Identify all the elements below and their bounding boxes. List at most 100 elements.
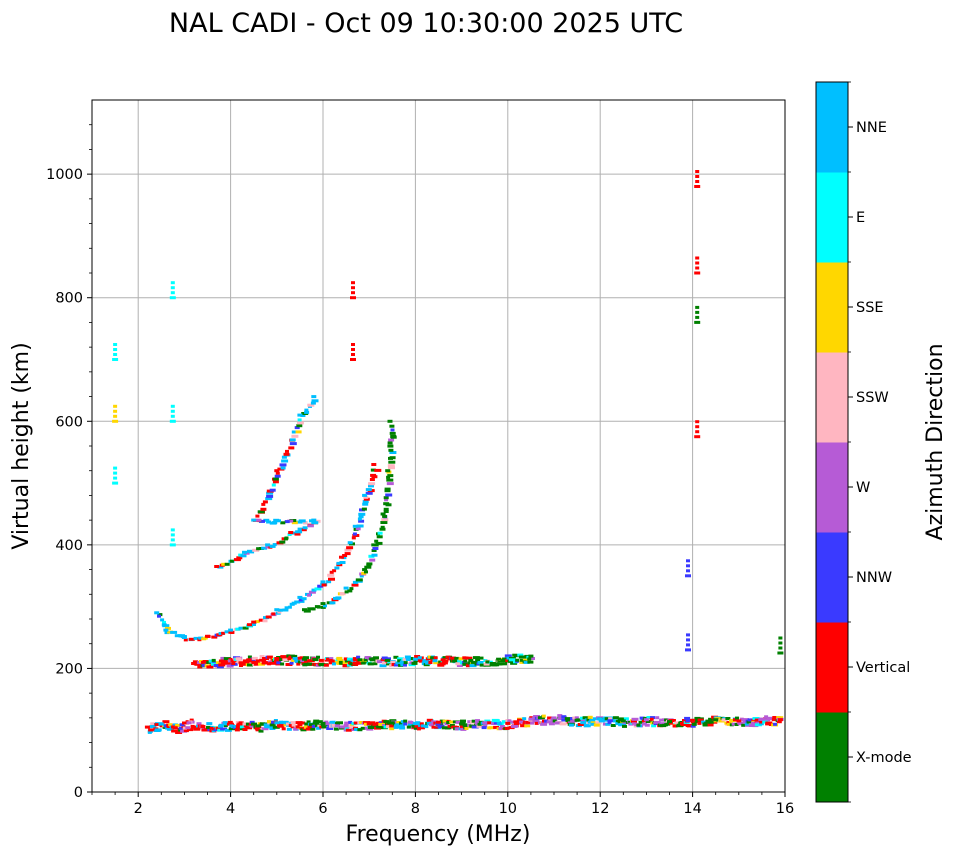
echo-mark (605, 722, 611, 726)
series-f-layer-x-trace (302, 419, 397, 613)
data-point (297, 595, 303, 599)
echo-mark (474, 721, 479, 725)
echo-mark (418, 723, 423, 727)
echo-mark (202, 660, 209, 663)
data-point (528, 654, 534, 658)
echo-mark (162, 620, 166, 624)
echo-mark (388, 438, 395, 442)
echo-mark (265, 545, 270, 549)
echo-mark (369, 478, 375, 481)
echo-mark (269, 661, 276, 665)
data-point (297, 723, 303, 727)
echo-mark (725, 717, 731, 720)
echo-mark (584, 724, 589, 728)
data-point (251, 518, 257, 522)
echo-mark (674, 721, 681, 725)
echo-mark (659, 722, 666, 726)
data-point (302, 657, 307, 661)
echo-mark (527, 660, 534, 664)
data-point (385, 658, 391, 662)
echo-mark (338, 660, 345, 664)
echo-mark (292, 657, 300, 660)
echo-mark (113, 471, 118, 475)
echo-mark (690, 724, 696, 728)
echo-mark (441, 661, 448, 665)
echo-mark (239, 664, 243, 667)
echo-mark (739, 717, 744, 721)
data-point (528, 717, 534, 721)
echo-mark (377, 531, 383, 535)
echo-mark (617, 720, 623, 724)
echo-mark (530, 721, 535, 725)
echo-mark (382, 661, 386, 665)
echo-mark (272, 725, 280, 729)
data-point (643, 718, 649, 722)
echo-mark (519, 720, 525, 724)
echo-mark (272, 543, 277, 547)
echo-mark (686, 724, 694, 728)
echo-mark (280, 466, 286, 470)
echo-mark (369, 558, 376, 562)
echo-mark (333, 660, 339, 664)
echo-mark (113, 343, 118, 346)
echo-mark (300, 728, 307, 732)
echo-mark (245, 726, 253, 730)
x-tick-label: 12 (591, 801, 609, 817)
echo-mark (765, 722, 770, 726)
echo-mark (285, 663, 293, 666)
x-tick-label: 6 (318, 801, 327, 817)
data-point (412, 657, 418, 661)
echo-mark (623, 717, 629, 721)
echo-mark (349, 662, 356, 666)
echo-mark (523, 660, 530, 664)
echo-mark (295, 725, 300, 729)
data-point (205, 634, 210, 638)
echo-mark (525, 720, 532, 724)
echo-mark (294, 660, 301, 664)
echo-mark (574, 716, 579, 720)
echo-mark (295, 530, 303, 534)
data-point (297, 413, 303, 417)
echo-mark (329, 657, 334, 661)
echo-mark (499, 725, 505, 728)
echo-mark (357, 517, 362, 521)
echo-mark (580, 719, 586, 723)
echo-mark (484, 719, 491, 723)
data-point (112, 358, 119, 361)
echo-mark (416, 727, 421, 731)
echo-mark (522, 717, 527, 721)
echo-mark (303, 609, 311, 613)
echo-mark (750, 721, 758, 725)
echo-mark (458, 657, 464, 661)
x-tick-label: 2 (134, 801, 143, 817)
echo-mark (403, 661, 408, 665)
echo-mark (259, 658, 267, 662)
colorbar-segment-sse (816, 262, 848, 353)
echo-mark (302, 526, 308, 530)
echo-mark (352, 580, 358, 584)
echo-mark (452, 659, 458, 663)
echo-mark (386, 721, 392, 725)
series-multi-hop (214, 395, 321, 569)
echo-mark (344, 548, 352, 552)
echo-mark (226, 664, 234, 668)
echo-mark (291, 723, 296, 727)
echo-mark (294, 532, 301, 536)
echo-mark (316, 655, 320, 659)
echo-mark (311, 399, 319, 403)
echo-mark (308, 590, 316, 594)
data-point (246, 658, 252, 662)
data-point (343, 723, 349, 727)
echo-mark (344, 552, 351, 556)
echo-mark (287, 657, 293, 661)
echo-mark (358, 519, 365, 523)
echo-mark (738, 722, 744, 726)
echo-mark (296, 421, 304, 425)
echo-mark (304, 722, 309, 726)
echo-mark (442, 719, 449, 723)
echo-mark (246, 623, 253, 627)
echo-mark (289, 442, 297, 446)
echo-mark (332, 569, 337, 573)
data-point (694, 271, 701, 275)
echo-mark (266, 520, 272, 524)
